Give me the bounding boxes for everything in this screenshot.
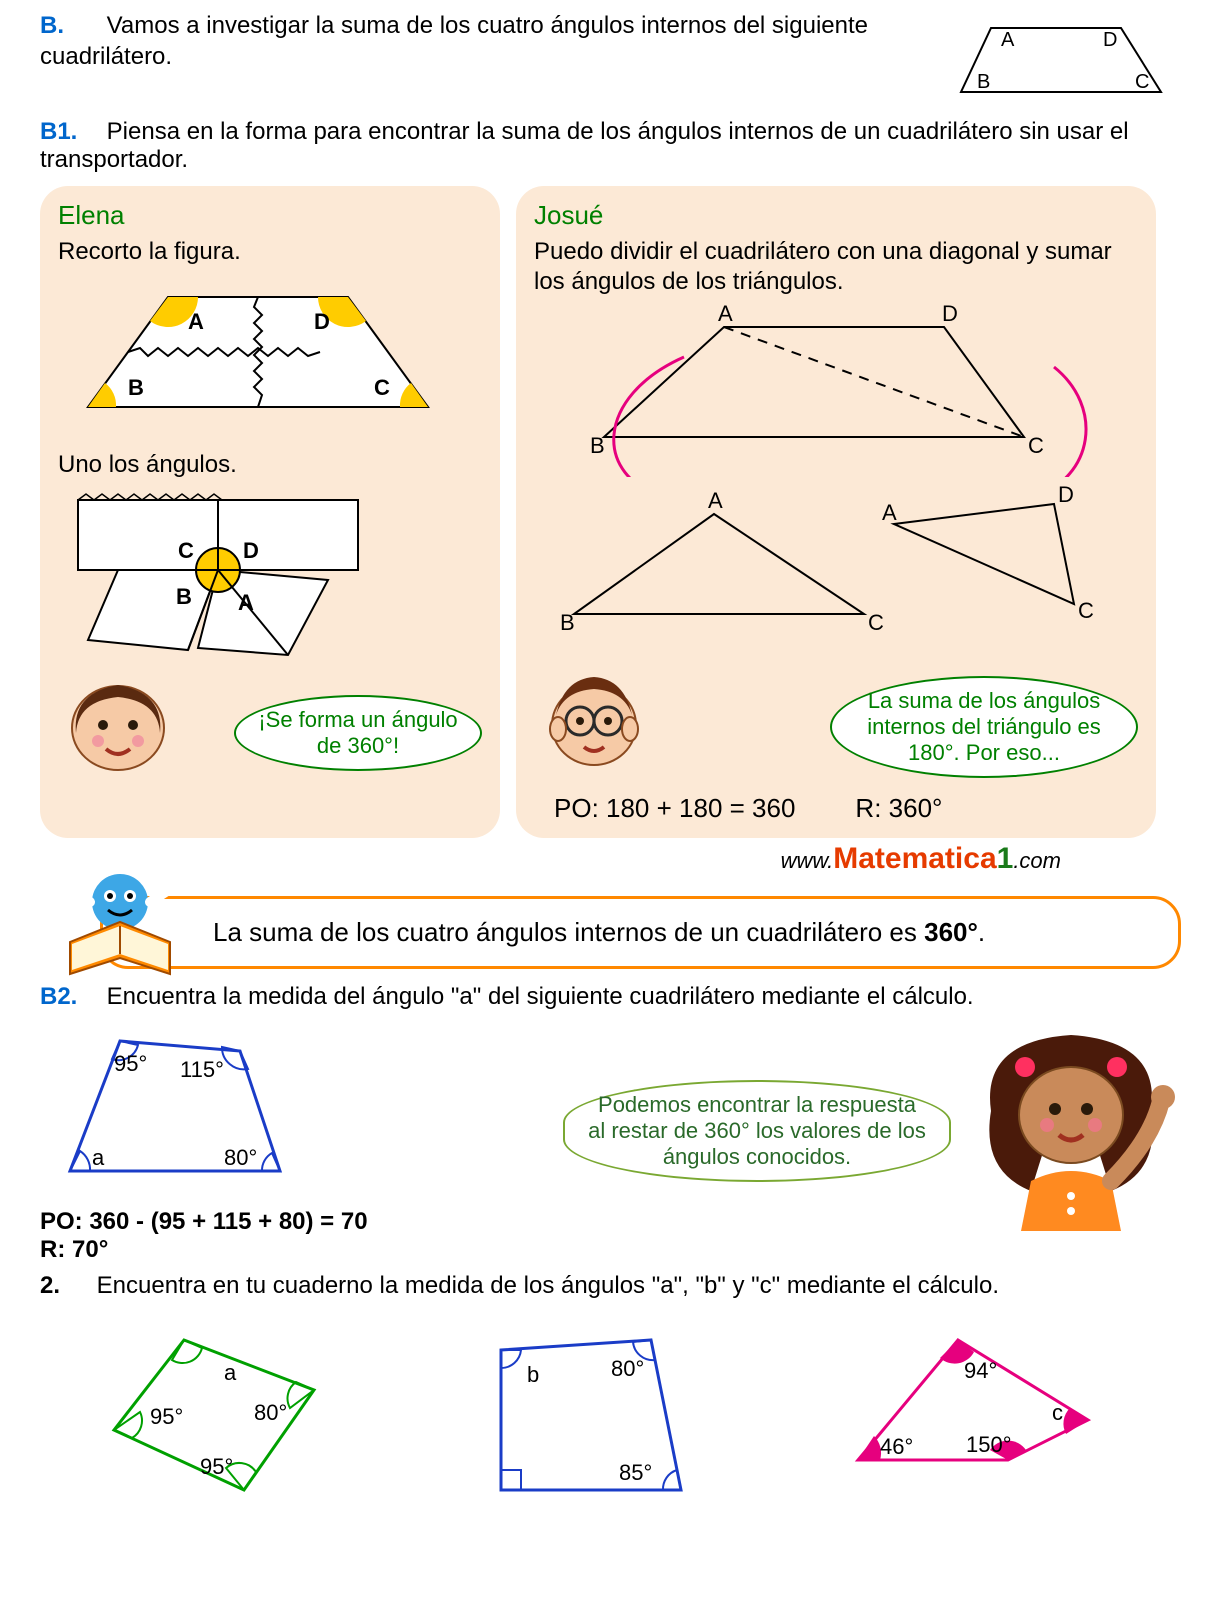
svg-text:80°: 80°	[254, 1400, 287, 1425]
fig-c: 94° c 46° 150°	[828, 1320, 1128, 1490]
svg-text:80°: 80°	[224, 1145, 257, 1170]
svg-text:80°: 80°	[611, 1356, 644, 1381]
svg-text:C: C	[374, 375, 390, 400]
panel-elena: Elena Recorto la figura. A D B C Uno los…	[40, 186, 500, 838]
svg-text:A: A	[188, 309, 204, 334]
watermark: www.Matematica1.com	[40, 842, 1181, 876]
svg-text:150°: 150°	[966, 1432, 1012, 1457]
svg-text:46°: 46°	[880, 1434, 913, 1459]
svg-text:B: B	[977, 71, 990, 93]
svg-text:b: b	[527, 1362, 539, 1387]
svg-text:D: D	[942, 301, 958, 326]
fig-a: a 95° 80° 95°	[94, 1320, 354, 1510]
section-b2: B2. Encuentra la medida del ángulo "a" d…	[40, 983, 1181, 1011]
label-b: B.	[40, 10, 90, 41]
elena-step2: Uno los ángulos.	[58, 450, 482, 480]
svg-text:94°: 94°	[964, 1358, 997, 1383]
svg-text:A: A	[708, 488, 723, 513]
trapezoid-abcd: A D B C	[941, 10, 1181, 110]
josue-avatar-icon	[534, 667, 654, 787]
svg-text:A: A	[882, 500, 897, 525]
result-text-pre: La suma de los cuatro ángulos internos d…	[213, 917, 924, 947]
svg-text:a: a	[224, 1360, 237, 1385]
svg-text:A: A	[238, 590, 254, 615]
section-b: B. Vamos a investigar la suma de los cua…	[40, 10, 1181, 110]
josue-two-triangles: A B C A D C	[534, 484, 1114, 654]
svg-text:115°: 115°	[180, 1057, 224, 1082]
panel-josue: Josué Puedo dividir el cuadrilátero con …	[516, 186, 1156, 838]
svg-text:95°: 95°	[114, 1051, 147, 1076]
label-b2: B2.	[40, 983, 90, 1011]
svg-text:D: D	[1058, 484, 1074, 507]
svg-text:C: C	[1028, 433, 1044, 458]
svg-text:C: C	[868, 610, 884, 635]
text-b: Vamos a investigar la suma de los cuatro…	[40, 12, 868, 70]
svg-text:a: a	[92, 1145, 105, 1170]
text-b2: Encuentra la medida del ángulo "a" del s…	[107, 983, 974, 1010]
svg-text:B: B	[176, 584, 192, 609]
josue-name: Josué	[534, 200, 1138, 231]
b2-quad: 95° 115° 80° a	[40, 1021, 320, 1201]
result-box: La suma de los cuatro ángulos internos d…	[100, 896, 1181, 969]
result-text-post: .	[978, 917, 985, 947]
elena-joined-angles: C D B A	[58, 480, 378, 660]
b2-po: PO: 360 - (95 + 115 + 80) = 70	[40, 1208, 368, 1236]
elena-cut-figure: A D B C	[58, 267, 458, 437]
svg-text:D: D	[314, 309, 330, 334]
josue-r: R: 360°	[855, 793, 942, 824]
josue-text: Puedo dividir el cuadrilátero con una di…	[534, 237, 1138, 297]
josue-diagonal-figure: A D B C	[534, 297, 1114, 477]
svg-text:A: A	[718, 301, 733, 326]
fig-b: b 80° 85°	[461, 1320, 721, 1510]
label-b1: B1.	[40, 118, 90, 146]
result-value: 360°	[924, 917, 978, 947]
elena-step1: Recorto la figura.	[58, 237, 482, 267]
text-b1: Piensa en la forma para encontrar la sum…	[40, 118, 1129, 173]
b2-left: 95° 115° 80° a PO: 360 - (95 + 115 + 80)…	[40, 1021, 368, 1264]
svg-text:B: B	[590, 433, 605, 458]
svg-text:C: C	[1078, 598, 1094, 623]
section-b-text: B. Vamos a investigar la suma de los cua…	[40, 10, 941, 72]
elena-bubble: ¡Se forma un ángulo de 360°!	[234, 695, 482, 771]
josue-po: PO: 180 + 180 = 360	[554, 793, 795, 824]
text-2: Encuentra en tu cuaderno la medida de lo…	[97, 1272, 999, 1299]
svg-text:C: C	[178, 538, 194, 563]
section-2: 2. Encuentra en tu cuaderno la medida de…	[40, 1272, 1181, 1300]
svg-text:c: c	[1052, 1400, 1063, 1425]
elena-avatar-icon	[58, 673, 178, 793]
svg-text:85°: 85°	[619, 1460, 652, 1485]
josue-bubble: La suma de los ángulos internos del triá…	[830, 676, 1138, 778]
girl-avatar-icon	[961, 1021, 1181, 1241]
svg-text:D: D	[243, 538, 259, 563]
svg-text:95°: 95°	[200, 1454, 233, 1479]
label-2: 2.	[40, 1272, 90, 1300]
b2-r: R: 70°	[40, 1236, 368, 1264]
b2-bubble: Podemos encontrar la respuesta al restar…	[563, 1080, 951, 1182]
svg-text:B: B	[560, 610, 575, 635]
svg-text:B: B	[128, 375, 144, 400]
elena-name: Elena	[58, 200, 482, 231]
book-mascot-icon	[50, 862, 190, 982]
svg-text:D: D	[1103, 29, 1117, 51]
svg-text:C: C	[1135, 71, 1149, 93]
svg-text:95°: 95°	[150, 1404, 183, 1429]
svg-text:A: A	[1001, 29, 1015, 51]
section-b1: B1. Piensa en la forma para encontrar la…	[40, 118, 1181, 174]
